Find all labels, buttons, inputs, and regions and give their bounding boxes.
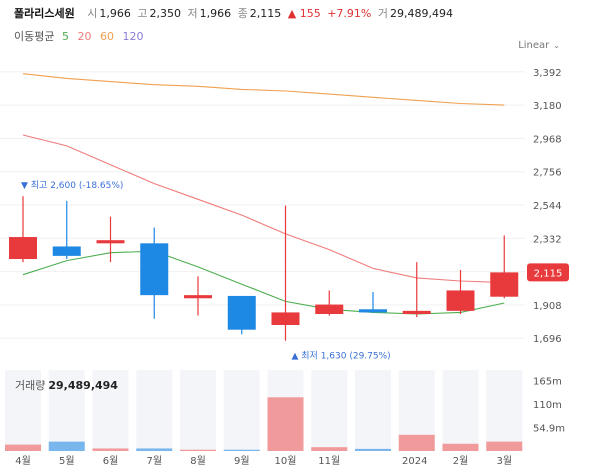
volume-title-label: 거래량 [15,379,46,392]
volume-bg-column [486,370,523,451]
volume-bar [136,448,173,451]
open-label: 시 [87,7,98,20]
volume-bar [267,397,304,451]
volume-bar [48,441,85,451]
x-tick-label: 8월 [190,455,206,467]
x-tick-label: 3월 [496,455,512,467]
volume-bg-column [442,370,479,451]
stock-header: 폴라리스세원 시 1,966 고 2,350 저 1,966 종 2,115 ▲ 155… [14,5,453,21]
volume-bar [442,443,479,451]
volume-label: 거 [377,7,388,20]
max-annotation: ▼ 최고 2,600 (-18.65%) [21,180,123,191]
close-label: 종 [237,7,248,20]
volume-bg-column [180,370,216,451]
y-tick-label: 3,180 [533,101,562,112]
volume-bg-column [311,370,348,451]
high-label: 고 [137,7,148,20]
x-tick-label: 9월 [234,455,250,467]
candle-body [184,295,212,299]
change-value: ▲ 155 [287,7,321,20]
y-tick-label: 2,332 [533,234,562,245]
scale-selector[interactable]: Linear ⌄ [518,40,560,51]
candle-body [446,290,475,311]
ma-period-20: 20 [77,30,92,43]
candle-body [402,310,431,314]
volume-bar [486,441,523,451]
x-tick-label: 4월 [15,455,31,467]
candle-body [271,312,300,325]
ma-legend[interactable]: 이동평균 5 20 60 120 [14,28,148,44]
volume-bar [355,448,391,451]
y-tick-label: 1,908 [533,301,562,312]
volume-title-value: 29,489,494 [48,379,118,392]
candle-body [52,246,81,256]
y-tick-label: 2,968 [533,134,562,145]
volume-bg-column [355,370,391,451]
candle-body [9,237,37,260]
ma20-line [22,134,505,284]
high-value: 2,350 [149,7,181,20]
x-tick-label: 5월 [59,455,75,467]
volume-tick-label: 54.9m [533,424,565,435]
volume-bg-column [223,370,260,451]
volume-bar [5,444,41,451]
candle-body [490,272,519,297]
x-tick-label: 11월 [318,455,340,467]
volume-tick-label: 110m [533,400,562,411]
scale-label: Linear [518,40,550,51]
volume-tick-label: 165m [533,377,562,388]
volume-bg-column [5,370,41,451]
candle-body [315,304,344,314]
ma60-line [22,73,505,106]
change-percent: +7.91% [327,7,372,20]
volume-bar [92,448,129,451]
current-price-label: 2,115 [534,268,563,279]
volume-bar [223,449,260,451]
y-tick-label: 2,544 [533,201,562,212]
open-value: 1,966 [99,7,131,20]
x-tick-label: 2024 [402,456,427,467]
current-price-tag [527,263,569,282]
chevron-down-icon: ⌄ [553,41,560,50]
ma-period-120: 120 [122,30,144,43]
y-tick-label: 2,756 [533,168,562,179]
x-tick-label: 2월 [453,455,469,467]
volume-bg-column [92,370,129,451]
volume-bg-column [48,370,85,451]
volume-value: 29,489,494 [389,7,453,20]
low-value: 1,966 [199,7,232,20]
volume-bar [180,449,216,451]
stock-name: 폴라리스세원 [14,7,75,20]
volume-bar [398,434,435,451]
x-tick-label: 6월 [103,455,119,467]
candle-body [359,309,387,313]
low-label: 저 [187,7,198,20]
ma-legend-label: 이동평균 [14,30,55,43]
x-tick-label: 7월 [146,455,162,467]
ma-period-60: 60 [99,30,114,43]
min-annotation: ▲ 최저 1,630 (29.75%) [292,351,391,362]
candle-body [140,243,169,296]
x-tick-label: 10월 [275,455,297,467]
candle-body [227,295,256,330]
candle-body [96,240,125,244]
y-tick-label: 3,392 [533,68,562,79]
volume-bar [311,447,348,451]
volume-bg-column [136,370,173,451]
ma-period-5: 5 [61,30,69,43]
close-value: 2,115 [249,7,282,20]
y-tick-label: 1,696 [533,334,562,345]
volume-title: 거래량 29,489,494 [15,377,118,393]
